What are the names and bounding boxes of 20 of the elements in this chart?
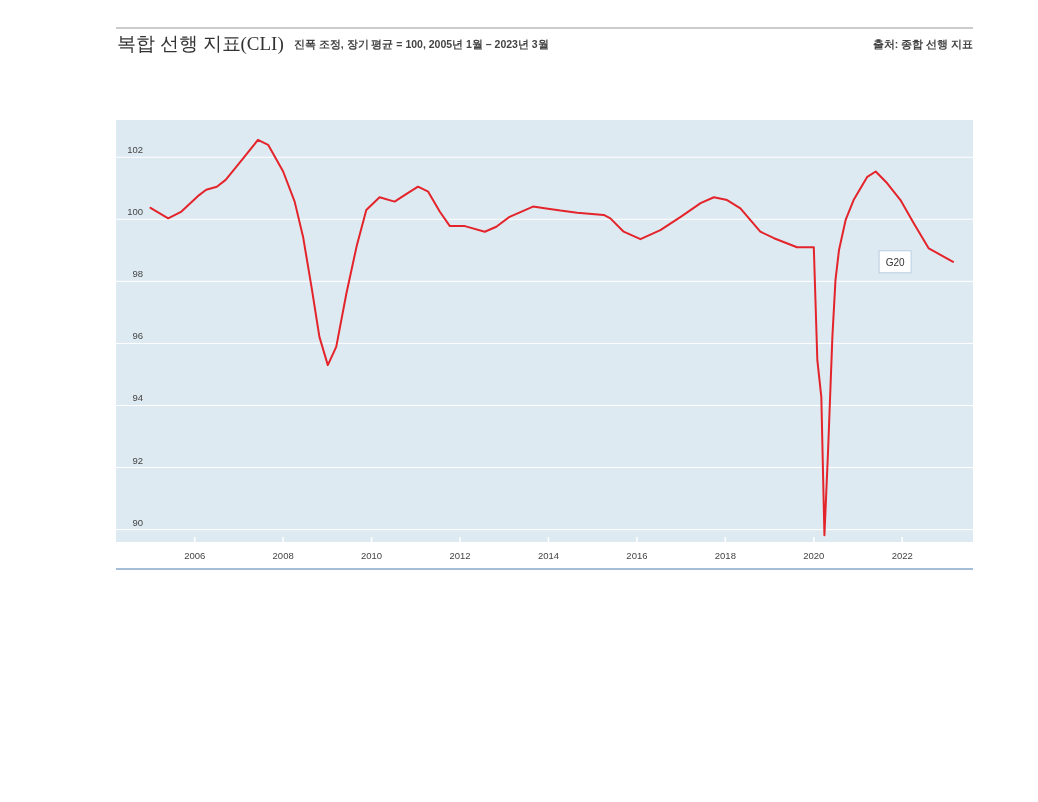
x-tick-label: 2010	[361, 550, 383, 561]
x-tick-label: 2006	[184, 550, 206, 561]
x-tick-label: 2022	[891, 550, 913, 561]
y-tick-label: 100	[127, 206, 143, 218]
x-tick-label: 2018	[714, 550, 736, 561]
x-tick-label: 2012	[449, 550, 471, 561]
chart-subtitle: 진폭 조정, 장기 평균 = 100, 2005년 1월 – 2023년 3월	[293, 38, 549, 50]
x-tick-label: 2020	[803, 550, 825, 561]
y-tick-label: 94	[132, 392, 143, 404]
y-tick-label: 96	[132, 330, 143, 342]
source-note: 출처: 종합 선행 지표	[872, 38, 973, 50]
chart-title: 복합 선행 지표(CLI)	[117, 33, 284, 55]
x-tick-label: 2008	[272, 550, 294, 561]
x-tick-label: 2014	[537, 550, 560, 561]
x-tick-label: 2016	[626, 550, 648, 561]
y-tick-label: 90	[132, 516, 143, 528]
y-tick-label: 102	[127, 144, 143, 156]
y-tick-label: 92	[132, 454, 143, 466]
y-tick-label: 98	[132, 268, 143, 280]
series-label-box: G20	[878, 250, 912, 274]
